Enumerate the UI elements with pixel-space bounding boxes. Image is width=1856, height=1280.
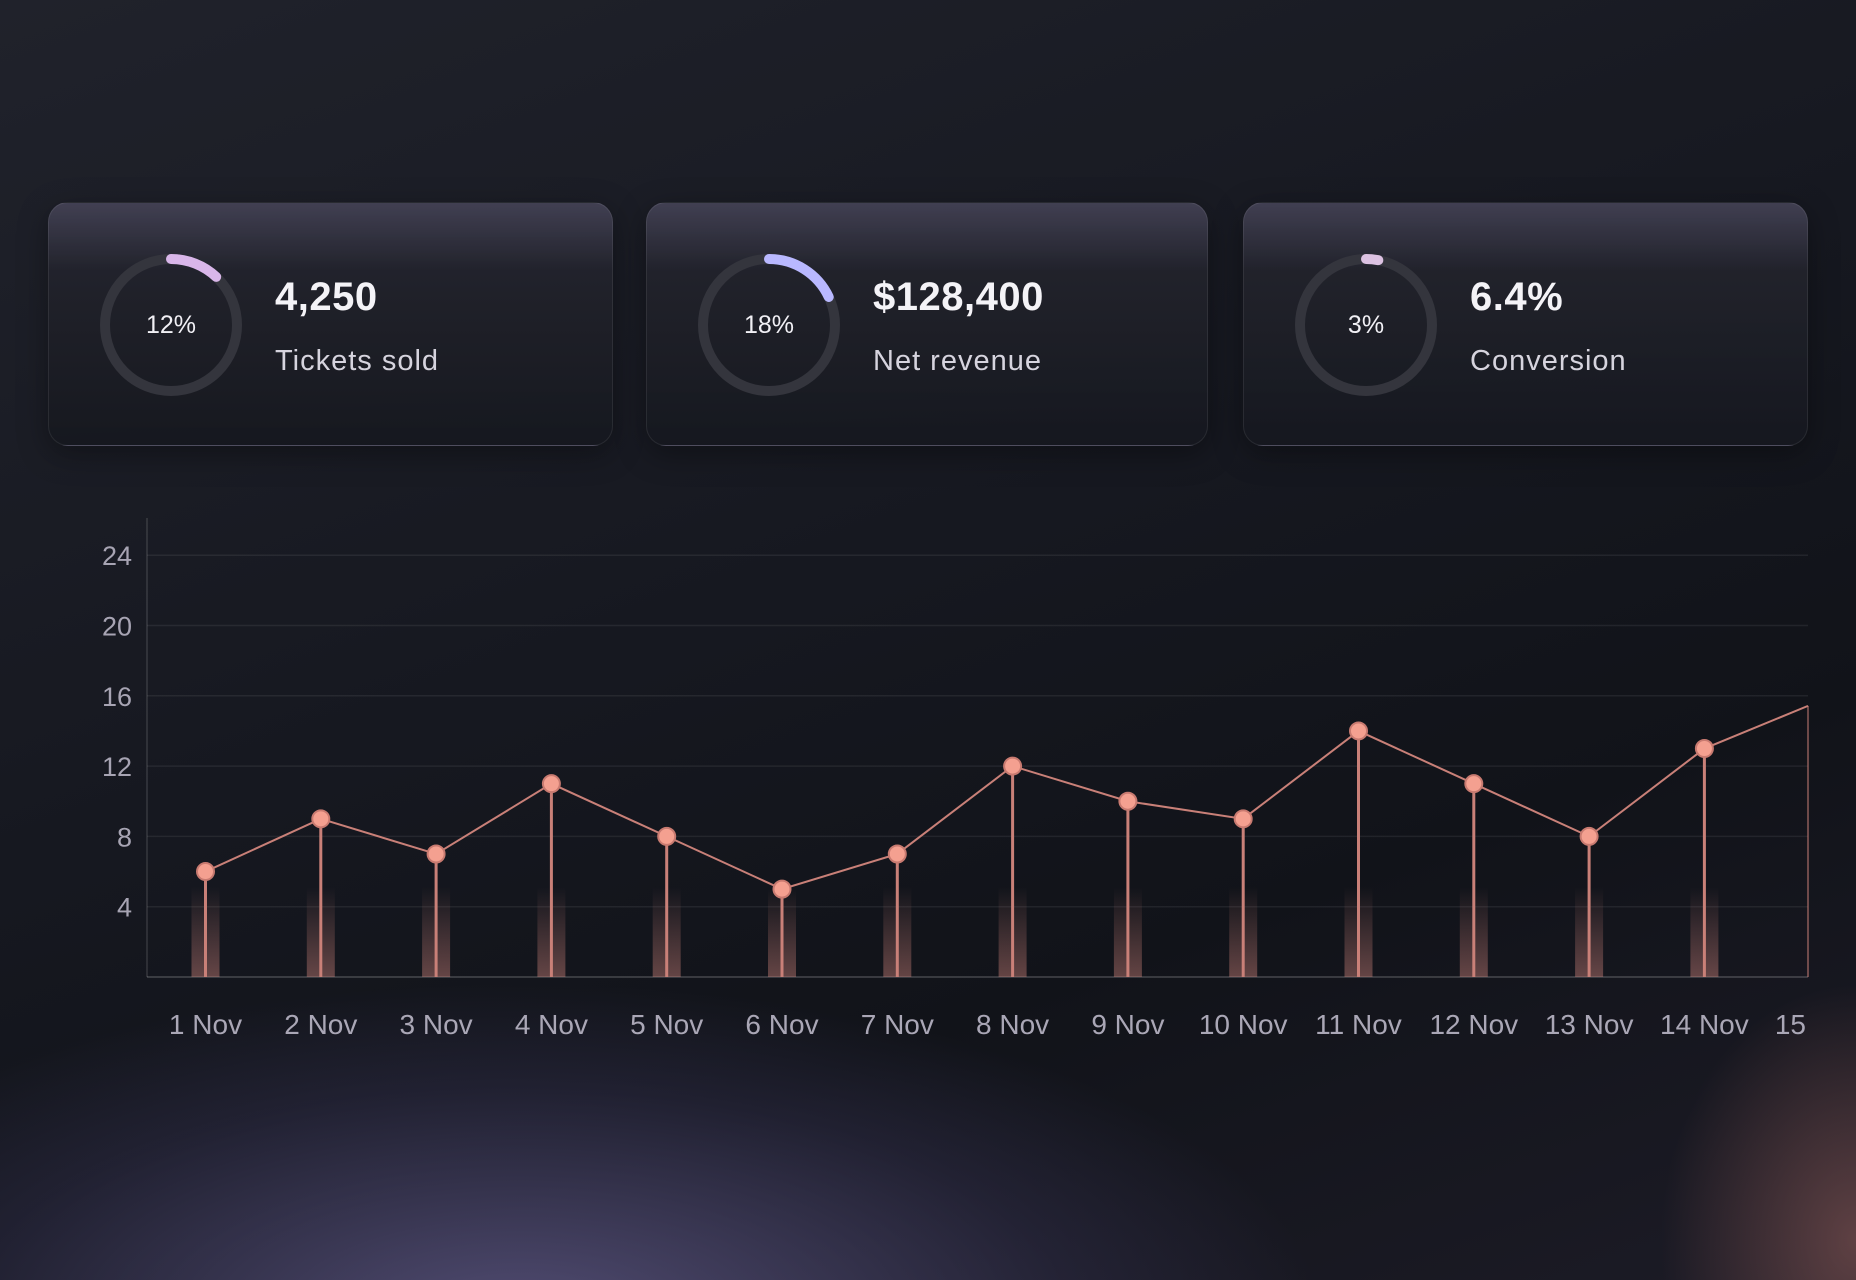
data-point: [1579, 826, 1599, 846]
progress-ring: 3%: [1292, 251, 1440, 399]
x-tick-label: 15: [1775, 1009, 1806, 1040]
y-tick-label: 12: [102, 752, 132, 782]
kpi-value: 6.4%: [1470, 275, 1564, 319]
x-tick-label: 8 Nov: [976, 1009, 1049, 1040]
y-tick-label: 20: [102, 612, 132, 642]
x-tick-label: 11 Nov: [1315, 1009, 1402, 1040]
y-tick-label: 4: [117, 893, 132, 923]
progress-ring: 18%: [695, 251, 843, 399]
data-point: [1464, 774, 1484, 794]
kpi-card-conversion: 3% 6.4% Conversion: [1243, 202, 1808, 446]
progress-arc: [100, 254, 242, 396]
data-point: [1694, 739, 1714, 759]
x-tick-label: 3 Nov: [400, 1009, 473, 1040]
data-point: [657, 826, 677, 846]
kpi-label: Conversion: [1470, 345, 1627, 377]
data-point: [1233, 809, 1253, 829]
kpi-label: Tickets sold: [275, 345, 440, 377]
kpi-cards: 12% 4,250 Tickets sold 18% $128,400 Net …: [48, 202, 1808, 446]
progress-arc: [698, 254, 840, 396]
x-tick-label: 7 Nov: [861, 1009, 934, 1040]
x-tick-label: 10 Nov: [1199, 1009, 1288, 1040]
data-point: [426, 844, 446, 864]
kpi-value: $128,400: [873, 275, 1044, 319]
progress-percent: 3%: [1347, 310, 1385, 339]
data-point: [541, 774, 561, 794]
kpi-card-tickets-sold: 12% 4,250 Tickets sold: [48, 202, 613, 446]
x-tick-label: 2 Nov: [284, 1009, 357, 1040]
x-tick-label: 4 Nov: [515, 1009, 588, 1040]
data-point: [196, 862, 215, 882]
x-tick-label: 1 Nov: [169, 1009, 242, 1040]
data-point: [311, 809, 331, 829]
kpi-card-net-revenue: 18% $128,400 Net revenue: [646, 202, 1208, 446]
kpi-label: Net revenue: [873, 345, 1042, 377]
chart-svg: 4 8 12 16 20 24 1 Nov 2 Nov 3 Nov 4 Nov 5 Nov 6 Nov…: [102, 518, 1809, 1040]
data-point: [1349, 721, 1368, 741]
kpi-value: 4,250: [275, 275, 378, 319]
y-tick-label: 16: [102, 682, 132, 712]
x-tick-label: 13 Nov: [1545, 1009, 1634, 1040]
daily-line-chart: 4 8 12 16 20 24 1 Nov 2 Nov 3 Nov 4 Nov 5 Nov 6 Nov…: [0, 500, 1856, 1060]
progress-ring: 12%: [97, 251, 245, 399]
x-tick-label: 9 Nov: [1091, 1009, 1164, 1040]
progress-arc: [1295, 254, 1437, 396]
x-tick-label: 5 Nov: [630, 1009, 703, 1040]
data-point: [772, 879, 792, 899]
x-tick-label: 6 Nov: [745, 1009, 818, 1040]
x-tick-label: 14 Nov: [1660, 1009, 1749, 1040]
y-tick-label: 24: [102, 541, 132, 571]
data-point: [887, 844, 907, 864]
data-point: [1003, 756, 1023, 776]
y-tick-label: 8: [117, 822, 132, 852]
x-tick-label: 12 Nov: [1429, 1009, 1518, 1040]
data-point: [1118, 791, 1138, 811]
progress-percent: 12%: [145, 310, 197, 339]
progress-percent: 18%: [743, 310, 795, 339]
series-line: [205, 704, 1809, 891]
